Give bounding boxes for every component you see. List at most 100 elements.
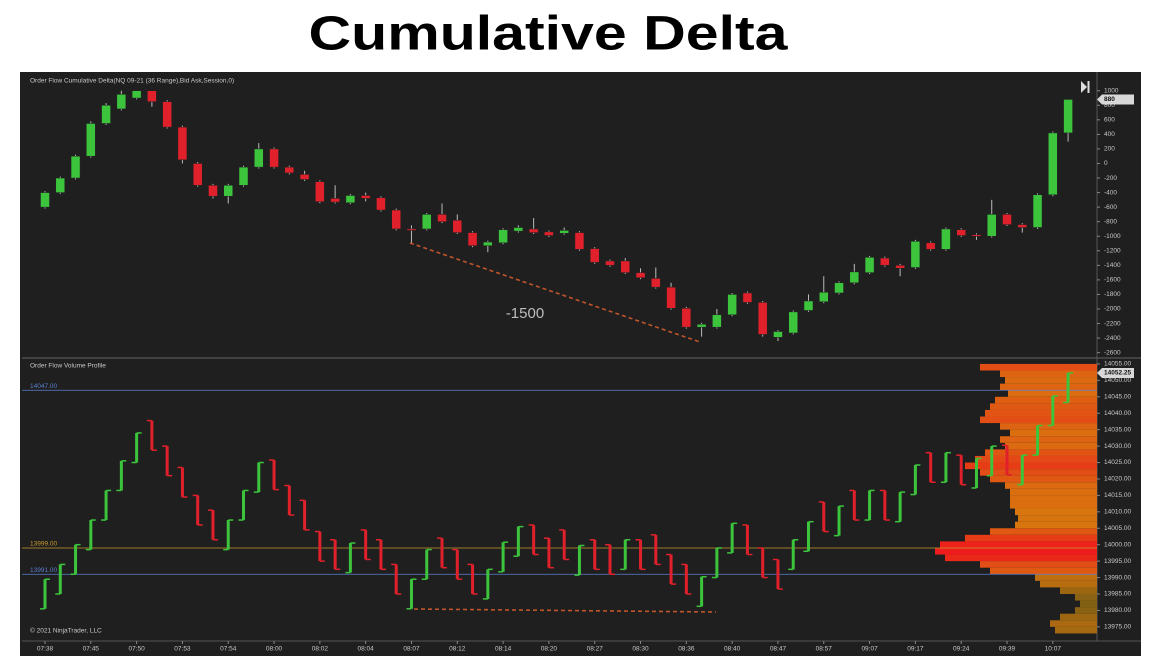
candle-body — [1017, 224, 1028, 228]
x-tick-label: 08:30 — [632, 646, 649, 653]
candle-body — [192, 163, 203, 186]
profile-bar — [1000, 423, 1097, 430]
y-tick-label: -1400 — [1104, 262, 1121, 269]
y-tick-label: 14025.00 — [1104, 459, 1131, 466]
page-title: Cumulative Delta — [309, 8, 788, 61]
candle-body — [712, 314, 722, 328]
x-tick-label: 08:00 — [266, 646, 283, 653]
profile-bar — [1000, 383, 1097, 391]
x-tick-label: 08:40 — [724, 646, 741, 653]
profile-bar — [1000, 436, 1097, 443]
y-tick-label: -600 — [1104, 204, 1117, 211]
candle-body — [177, 126, 188, 161]
trend-line — [409, 242, 701, 343]
candle-body — [834, 282, 844, 294]
candle-body — [1032, 194, 1043, 228]
profile-bar — [995, 396, 1097, 404]
candle-body — [40, 192, 50, 208]
candle-body — [605, 260, 615, 266]
profile-bar — [1055, 626, 1097, 634]
candle-body — [941, 228, 951, 250]
y-tick-label: 13975.00 — [1104, 624, 1131, 631]
candle-body — [956, 229, 966, 236]
profile-bar — [1008, 390, 1097, 397]
last-value-label: 880 — [1104, 96, 1115, 103]
candle-body — [574, 232, 585, 250]
profile-bar — [1075, 593, 1097, 601]
play-arrow[interactable] — [1081, 81, 1087, 93]
play-bar[interactable] — [1087, 81, 1090, 93]
profile-bar — [940, 541, 1097, 548]
last-value-box — [1097, 94, 1134, 105]
candle-body — [528, 228, 539, 233]
candle-body — [483, 241, 493, 246]
candle-body — [208, 185, 218, 197]
candle-body — [1063, 99, 1073, 134]
profile-bar — [1005, 377, 1097, 384]
candle-body — [437, 214, 447, 222]
x-tick-label: 08:27 — [587, 646, 604, 653]
y-tick-label: 13995.00 — [1104, 558, 1131, 565]
trend-line — [413, 608, 717, 613]
y-tick-label: 14040.00 — [1104, 410, 1131, 417]
profile-bar — [1080, 600, 1097, 608]
play-icon[interactable] — [1081, 81, 1090, 93]
x-tick-label: 08:07 — [403, 646, 420, 653]
profile-bar — [985, 449, 1097, 456]
x-tick-label: 08:20 — [541, 646, 558, 653]
candle-body — [223, 185, 233, 197]
profile-bar — [1060, 613, 1097, 621]
candle-body — [1002, 214, 1012, 225]
candle-body — [666, 286, 676, 309]
x-tick-label: 08:47 — [770, 646, 787, 653]
profile-bar — [1050, 620, 1097, 627]
x-tick-label: 07:45 — [83, 646, 100, 653]
x-tick-label: 07:54 — [220, 646, 237, 653]
profile-bar — [980, 469, 1097, 476]
profile-bar — [1005, 442, 1097, 450]
plot-layer: Order Flow Cumulative Delta(NQ 09-21 (36… — [22, 78, 1134, 653]
candle-body — [422, 214, 432, 230]
candle-body — [376, 197, 386, 211]
candle-body — [116, 94, 127, 110]
profile-bar — [1005, 482, 1097, 489]
profile-bar — [975, 455, 1097, 463]
profile-bar — [935, 547, 1097, 555]
candle-body — [1048, 132, 1058, 196]
y-tick-label: 600 — [1104, 117, 1115, 124]
y-tick-label: 14045.00 — [1104, 394, 1131, 401]
price-line-label: 14047.00 — [30, 383, 57, 390]
x-tick-label: 08:14 — [495, 646, 512, 653]
x-tick-label: 07:38 — [37, 646, 54, 653]
candle-body — [498, 229, 508, 244]
y-tick-label: 14005.00 — [1104, 525, 1131, 532]
candle-body — [788, 311, 798, 334]
candle-body — [544, 231, 554, 236]
y-tick-label: 13980.00 — [1104, 607, 1131, 614]
copyright: © 2021 NinjaTrader, LLC — [30, 627, 102, 635]
profile-bar — [1015, 521, 1097, 529]
candle-body — [345, 195, 356, 204]
candle-body — [452, 219, 463, 233]
x-tick-label: 08:57 — [816, 646, 833, 653]
x-tick-label: 09:39 — [999, 646, 1016, 653]
candle-body — [620, 260, 631, 273]
candle-body — [147, 90, 157, 102]
y-tick-label: 14000.00 — [1104, 541, 1131, 548]
candle-body — [70, 155, 81, 179]
profile-bar — [965, 462, 1097, 470]
profile-bar — [1010, 495, 1097, 502]
last-value-box — [1097, 367, 1134, 378]
candle-body — [803, 300, 814, 311]
y-tick-label: -2000 — [1104, 306, 1121, 313]
y-tick-label: -200 — [1104, 175, 1117, 182]
candle-body — [360, 195, 371, 199]
price-line-label: 13991.00 — [30, 567, 57, 574]
profile-bar — [1015, 508, 1097, 516]
profile-bar — [945, 554, 1097, 562]
profile-bar — [1010, 429, 1097, 437]
candle-body — [971, 234, 982, 237]
y-tick-label: -1200 — [1104, 248, 1121, 255]
candle-body — [131, 90, 142, 99]
